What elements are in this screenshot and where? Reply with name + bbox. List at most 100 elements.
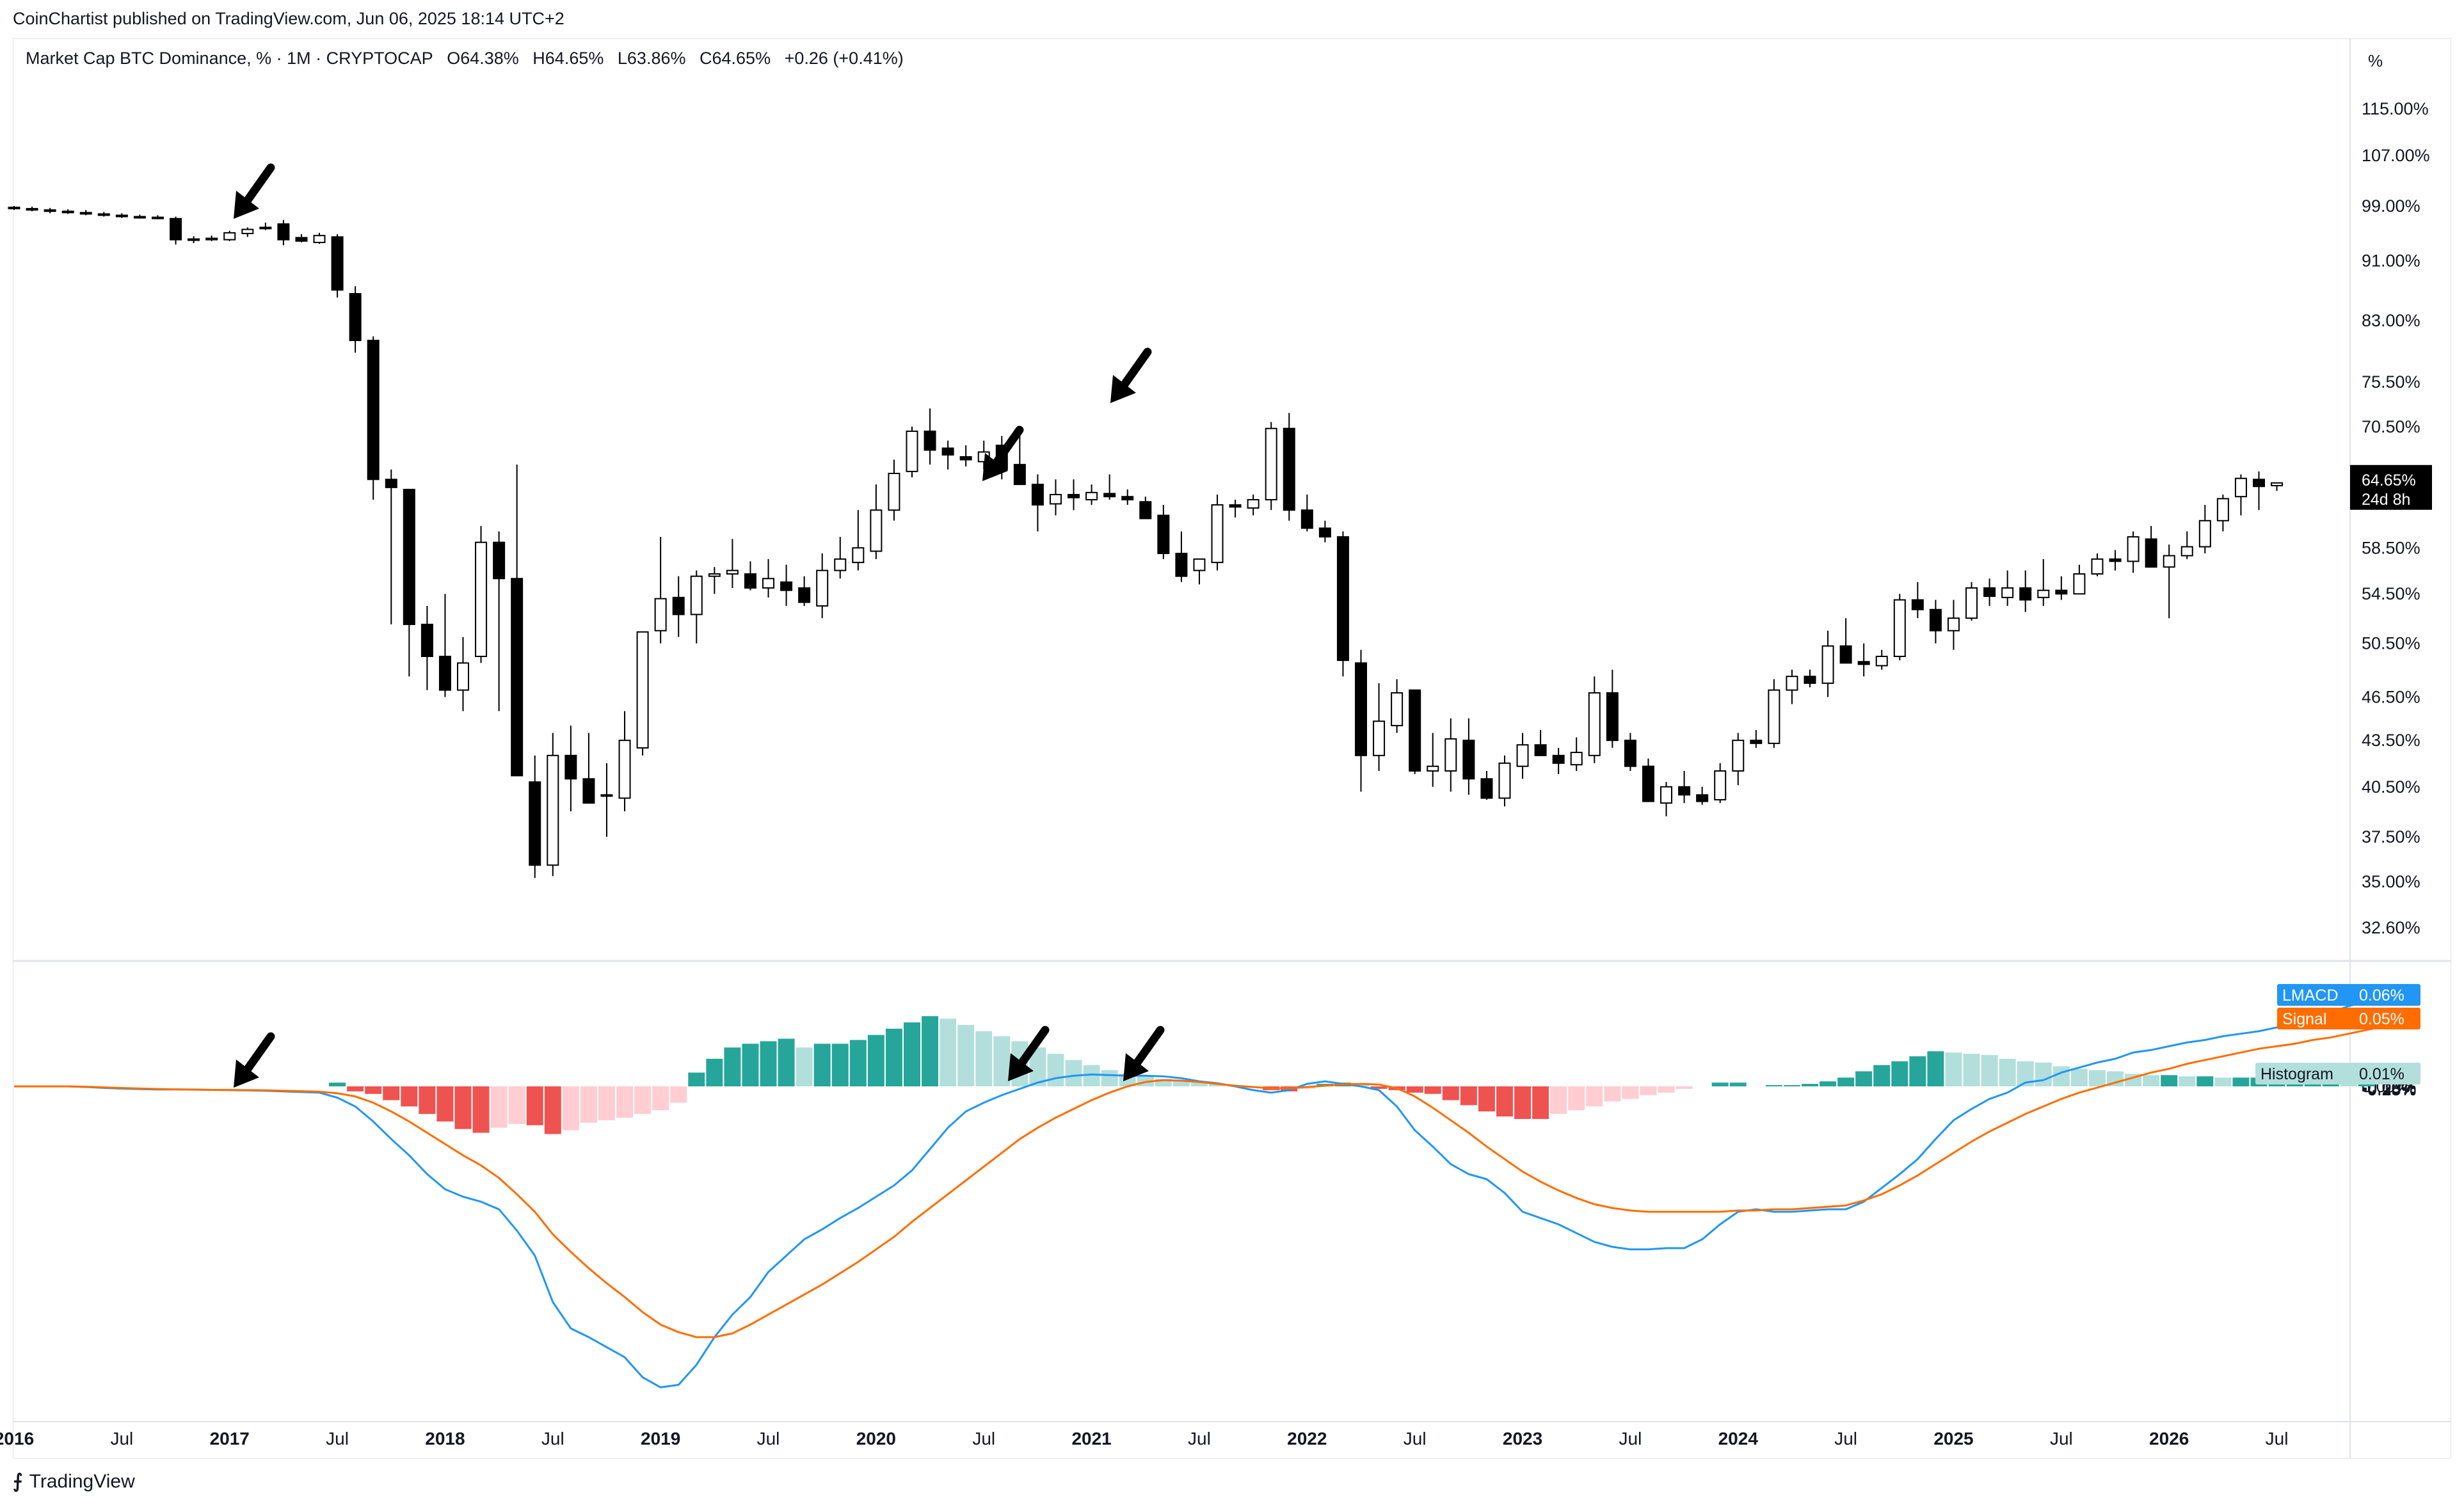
- candle[interactable]: [2180, 531, 2193, 559]
- lmacd-line[interactable]: [14, 996, 2385, 1388]
- candle[interactable]: [672, 576, 685, 637]
- candle[interactable]: [2001, 570, 2014, 607]
- candle[interactable]: [205, 235, 218, 241]
- candle[interactable]: [1265, 422, 1277, 511]
- candle[interactable]: [636, 631, 649, 756]
- candle[interactable]: [1714, 763, 1727, 804]
- candle[interactable]: [1642, 758, 1654, 802]
- candle[interactable]: [2109, 550, 2122, 571]
- candle[interactable]: [2234, 474, 2247, 516]
- candle[interactable]: [493, 531, 506, 711]
- candle[interactable]: [959, 445, 972, 467]
- candle[interactable]: [1732, 733, 1745, 786]
- price-scale-unit[interactable]: %: [2368, 51, 2383, 70]
- candle[interactable]: [331, 234, 344, 298]
- candle[interactable]: [1283, 413, 1295, 521]
- annotation-arrow[interactable]: [1123, 1026, 1165, 1081]
- candle[interactable]: [1355, 649, 1367, 792]
- annotation-arrow[interactable]: [1110, 347, 1152, 403]
- candle[interactable]: [941, 440, 954, 470]
- candle[interactable]: [1175, 531, 1188, 582]
- candle[interactable]: [1031, 474, 1044, 532]
- candle[interactable]: [1929, 599, 1942, 644]
- candle[interactable]: [1534, 729, 1547, 756]
- candle[interactable]: [654, 537, 667, 644]
- candle[interactable]: [79, 210, 92, 216]
- annotation-arrow[interactable]: [982, 425, 1024, 481]
- candle[interactable]: [115, 213, 128, 218]
- candle[interactable]: [1193, 558, 1206, 585]
- candle[interactable]: [1498, 755, 1511, 807]
- candle[interactable]: [2271, 482, 2284, 491]
- candle[interactable]: [744, 561, 756, 591]
- candle[interactable]: [690, 570, 703, 644]
- candle[interactable]: [834, 537, 847, 579]
- candle[interactable]: [313, 232, 326, 244]
- candle[interactable]: [1157, 505, 1170, 559]
- candle[interactable]: [1750, 729, 1763, 748]
- candle[interactable]: [906, 426, 918, 478]
- annotation-arrow[interactable]: [234, 163, 275, 219]
- candle[interactable]: [1516, 733, 1529, 779]
- candle[interactable]: [1462, 718, 1475, 795]
- candle[interactable]: [1480, 770, 1493, 800]
- candle[interactable]: [1409, 689, 1421, 774]
- candle[interactable]: [1336, 531, 1349, 677]
- candle[interactable]: [2037, 559, 2050, 607]
- candle[interactable]: [1983, 578, 1996, 607]
- candle[interactable]: [1229, 500, 1242, 518]
- candle[interactable]: [1139, 496, 1152, 520]
- candle[interactable]: [223, 230, 236, 241]
- candle[interactable]: [1211, 495, 1224, 571]
- candle[interactable]: [1804, 669, 1816, 688]
- candle[interactable]: [1427, 733, 1439, 787]
- candle[interactable]: [1624, 733, 1636, 771]
- candle[interactable]: [1965, 582, 1978, 621]
- candle[interactable]: [1696, 786, 1709, 805]
- annotation-arrow[interactable]: [1008, 1026, 1050, 1081]
- candle[interactable]: [1085, 484, 1098, 505]
- candle[interactable]: [816, 553, 829, 619]
- candle[interactable]: [852, 510, 865, 571]
- candle[interactable]: [420, 606, 433, 690]
- candle[interactable]: [438, 594, 451, 697]
- candle[interactable]: [2163, 544, 2175, 619]
- candle[interactable]: [1786, 669, 1798, 704]
- candle[interactable]: [1391, 679, 1404, 733]
- candle[interactable]: [1660, 782, 1673, 816]
- candle[interactable]: [2216, 495, 2229, 532]
- candle[interactable]: [1588, 676, 1601, 763]
- candle[interactable]: [1300, 495, 1313, 532]
- candle[interactable]: [277, 219, 290, 246]
- candle[interactable]: [475, 526, 488, 663]
- candle[interactable]: [582, 733, 595, 804]
- candle[interactable]: [1821, 630, 1834, 697]
- candle[interactable]: [1373, 683, 1386, 771]
- candle[interactable]: [1768, 679, 1780, 748]
- candle[interactable]: [870, 484, 883, 559]
- candle[interactable]: [780, 564, 793, 607]
- candle[interactable]: [529, 755, 541, 878]
- candle[interactable]: [1318, 520, 1331, 543]
- signal-line[interactable]: [14, 1021, 2403, 1338]
- candle[interactable]: [1247, 495, 1260, 516]
- candle[interactable]: [133, 214, 146, 219]
- symbol-title[interactable]: Market Cap BTC Dominance, % · 1M · CRYPT…: [26, 49, 433, 68]
- candle[interactable]: [61, 209, 74, 214]
- candle[interactable]: [2253, 471, 2265, 511]
- candle[interactable]: [1875, 649, 1888, 670]
- annotation-arrow[interactable]: [234, 1032, 275, 1088]
- candle[interactable]: [385, 469, 397, 624]
- candle[interactable]: [26, 207, 38, 212]
- candle[interactable]: [170, 216, 182, 245]
- candle[interactable]: [188, 236, 200, 244]
- candle[interactable]: [726, 539, 739, 588]
- candle[interactable]: [259, 222, 272, 230]
- candle[interactable]: [1103, 474, 1116, 500]
- candle[interactable]: [888, 459, 900, 521]
- candle[interactable]: [457, 637, 469, 711]
- candle[interactable]: [403, 489, 415, 677]
- tradingview-logo[interactable]: ⨍ TradingView: [13, 1470, 135, 1493]
- candle[interactable]: [1552, 747, 1565, 774]
